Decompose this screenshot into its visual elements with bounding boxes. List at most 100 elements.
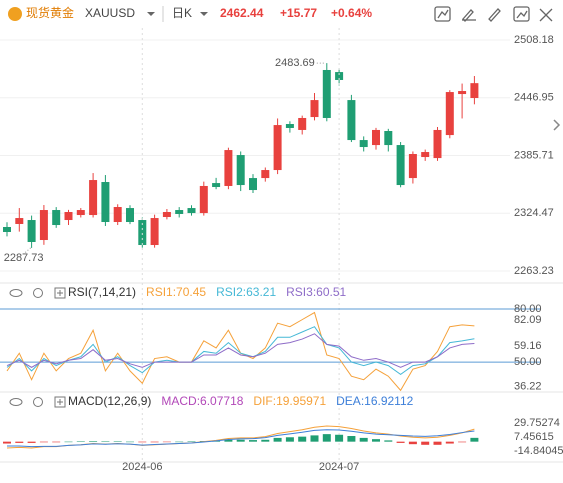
candle-body: [285, 124, 294, 128]
histogram-bar: [470, 437, 479, 442]
x-tick-label: 2024-07: [319, 461, 359, 473]
y-tick-label: 2385.71: [514, 149, 554, 161]
last-price: 2462.44: [220, 6, 264, 20]
candle-body: [126, 208, 134, 223]
legend-entry: DIF:19.95971: [253, 394, 326, 408]
y-tick-label: 2446.95: [514, 92, 554, 104]
candle-body: [396, 145, 405, 186]
candle-body: [273, 125, 282, 171]
candle-body: [347, 100, 356, 141]
tool-edit[interactable]: [488, 8, 501, 22]
histogram-bar: [249, 440, 257, 442]
y-tick-label: 2263.23: [514, 265, 554, 277]
y-tick-label: 36.22: [514, 380, 542, 392]
candle-body: [236, 155, 245, 186]
visibility-toggle[interactable]: [9, 398, 23, 406]
indicator-title: RSI(7,14,21): [68, 285, 136, 299]
high-annotation: 2483.69: [275, 57, 315, 69]
histogram-bar: [101, 441, 110, 442]
expand[interactable]: [54, 287, 66, 299]
macd-controls: [9, 396, 66, 408]
histogram-bar: [27, 441, 36, 443]
candle-body: [27, 220, 36, 242]
histogram-bar: [52, 441, 61, 443]
histogram-bar: [187, 441, 196, 442]
indicator-title: MACD(12,26,9): [68, 394, 151, 408]
y-tick-label: 2508.18: [514, 34, 554, 46]
expand[interactable]: [54, 396, 66, 408]
candle-body: [162, 212, 171, 218]
period-dropdown[interactable]: [200, 12, 208, 16]
tool-draw[interactable]: [434, 6, 451, 22]
toolbar: [434, 6, 553, 22]
histogram-bar: [162, 441, 171, 443]
settings[interactable]: [33, 288, 43, 298]
instrument-name[interactable]: 现货黄金: [26, 5, 74, 20]
histogram-bar: [175, 441, 184, 443]
y-tick-label: 59.16: [514, 340, 542, 352]
candle-body: [298, 117, 307, 130]
tool-pen[interactable]: [462, 9, 476, 22]
histogram-bar: [285, 437, 294, 442]
y-tick-label: 82.09: [514, 314, 542, 326]
candle-body: [249, 178, 257, 191]
candle-body: [101, 182, 110, 223]
histogram-bar: [261, 439, 270, 442]
legend-entry: RSI1:70.45: [146, 285, 206, 299]
legend-entry: MACD:6.07718: [161, 394, 243, 408]
candle-body: [384, 130, 393, 146]
period[interactable]: 日K: [172, 6, 192, 20]
tool-fullscreen[interactable]: [539, 8, 553, 22]
histogram-bar: [445, 441, 454, 444]
candle-body: [310, 100, 319, 118]
candle-body: [261, 170, 270, 179]
candle-body: [15, 218, 24, 224]
tool-indicator[interactable]: [513, 6, 530, 22]
y-tick-label: -14.84045: [514, 445, 563, 457]
histogram-bar: [150, 441, 159, 443]
candle-body: [187, 208, 196, 214]
candle-body: [372, 129, 380, 146]
histogram-bar: [273, 437, 282, 442]
histogram-bar: [335, 434, 344, 442]
histogram-bar: [408, 441, 417, 445]
candle-body: [408, 154, 417, 179]
visibility-toggle[interactable]: [9, 289, 23, 297]
histogram-bar: [126, 441, 134, 443]
symbol[interactable]: XAUUSD: [85, 6, 135, 20]
histogram-bar: [224, 439, 233, 442]
candle-body: [89, 180, 98, 216]
legend-entry: RSI2:63.21: [216, 285, 276, 299]
indicator-line: [6, 333, 475, 368]
histogram-bar: [113, 441, 122, 442]
candle-body: [150, 218, 159, 246]
candle-body: [39, 210, 48, 241]
candle-body: [138, 220, 147, 246]
y-tick-label: 29.75274: [514, 417, 560, 429]
candle-body: [458, 91, 467, 95]
candle-body: [175, 210, 184, 214]
candle-body: [224, 150, 233, 186]
symbol-dropdown[interactable]: [147, 12, 155, 16]
candle-body: [3, 227, 11, 232]
histogram-bar: [396, 441, 405, 443]
candle-body: [445, 92, 454, 136]
histogram-bar: [359, 437, 368, 442]
legend-entry: RSI3:60.51: [286, 285, 346, 299]
histogram-bar: [421, 441, 430, 445]
y-tick-label: 2324.47: [514, 207, 554, 219]
histogram-bar: [138, 441, 147, 443]
indicator-line: [6, 326, 475, 376]
price-change-pct: +0.64%: [331, 6, 372, 20]
y-tick-label: 80.00: [514, 303, 542, 315]
expand-arrow[interactable]: [553, 119, 561, 131]
candle-body: [322, 69, 331, 118]
settings[interactable]: [33, 397, 43, 407]
histogram-bar: [89, 441, 98, 442]
candle-body: [64, 212, 73, 221]
rsi-controls: [9, 287, 66, 299]
histogram-bar: [310, 435, 319, 442]
x-tick-label: 2024-06: [122, 461, 162, 473]
